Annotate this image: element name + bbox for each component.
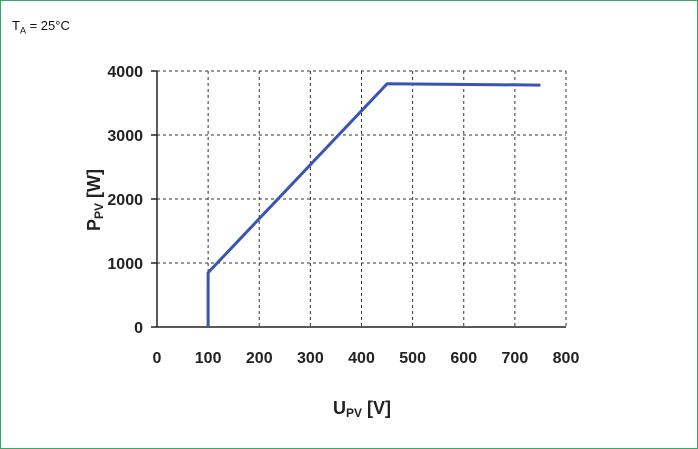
x-tick-label: 400 xyxy=(348,350,375,367)
y-tick-label: 2000 xyxy=(107,192,143,209)
x-tick-label: 800 xyxy=(553,350,580,367)
x-tick-label: 300 xyxy=(297,350,324,367)
y-tick-label: 0 xyxy=(134,320,143,337)
x-axis-label-unit: [V] xyxy=(362,398,391,418)
y-axis-label-sub: PV xyxy=(92,203,106,219)
y-axis-label-main: P xyxy=(84,219,104,231)
x-tick-labels: 0 100 200 300 400 500 600 700 800 xyxy=(153,350,580,367)
y-tick-label: 1000 xyxy=(107,256,143,273)
series-line xyxy=(206,82,541,327)
y-tick-label: 3000 xyxy=(107,128,143,145)
x-tick-label: 200 xyxy=(246,350,273,367)
axes xyxy=(151,70,566,328)
x-tick-label: 500 xyxy=(399,350,426,367)
condition-value: = 25°C xyxy=(25,18,70,33)
x-tick-label: 100 xyxy=(195,350,222,367)
condition-symbol: T xyxy=(12,18,20,33)
grid-lines xyxy=(157,70,567,327)
series-group xyxy=(206,82,541,327)
x-tick-label: 700 xyxy=(502,350,529,367)
x-tick-label: 0 xyxy=(153,350,162,367)
temperature-condition: TA = 25°C xyxy=(12,18,70,36)
y-axis-label: PPV [W] xyxy=(84,169,106,231)
x-axis-label-main: U xyxy=(333,398,346,418)
y-axis-label-unit: [W] xyxy=(84,169,104,203)
x-axis-label-sub: PV xyxy=(346,406,362,420)
x-tick-label: 600 xyxy=(450,350,477,367)
y-tick-labels: 0 1000 2000 3000 4000 xyxy=(107,64,143,337)
condition-subscript: A xyxy=(19,25,26,36)
y-tick-label: 4000 xyxy=(107,64,143,81)
x-axis-label: UPV [V] xyxy=(333,398,391,420)
